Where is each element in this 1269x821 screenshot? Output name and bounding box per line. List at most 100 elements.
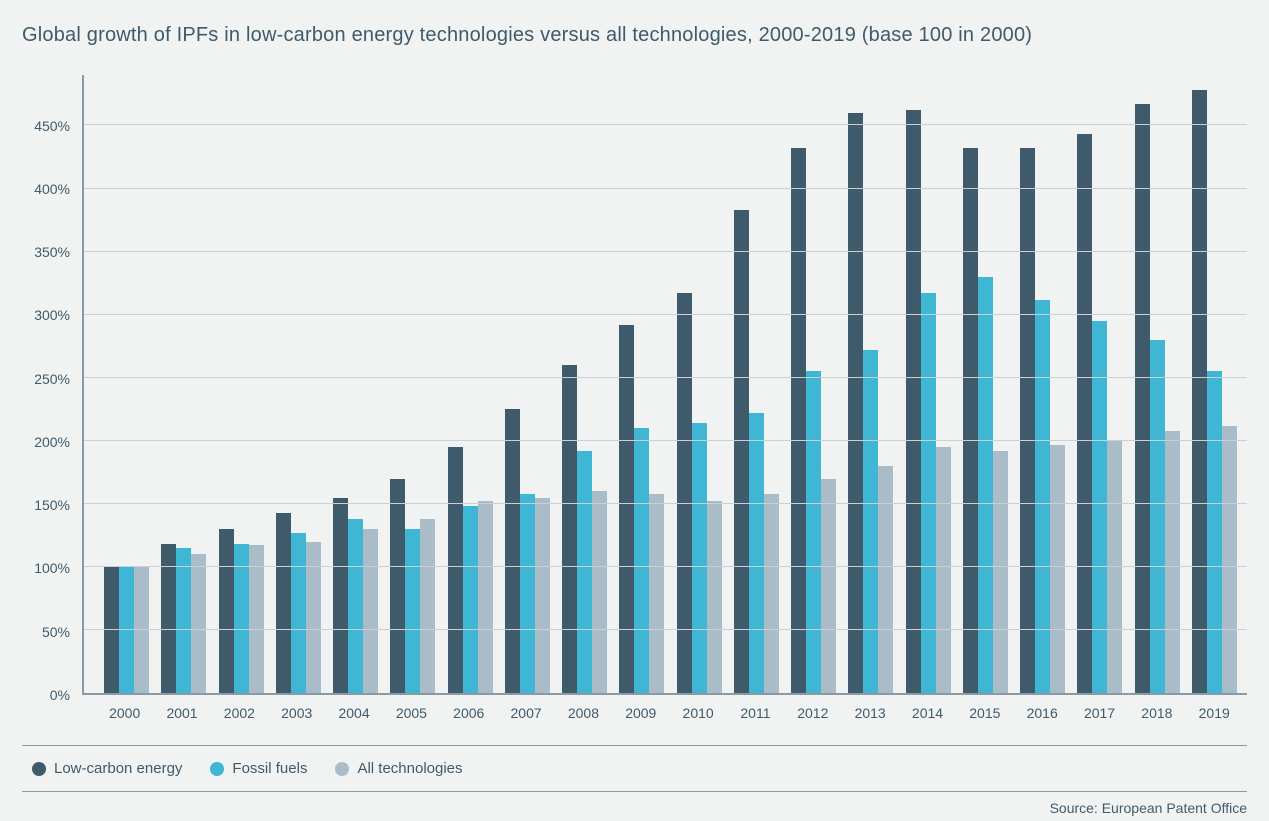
bar: [993, 451, 1008, 693]
y-tick-label: 400%: [34, 181, 70, 197]
bar: [921, 293, 936, 693]
chart-area: 0%50%100%150%200%250%300%350%400%450%: [22, 75, 1247, 695]
x-tick-label: 2005: [383, 705, 440, 721]
bar: [333, 498, 348, 693]
bar: [619, 325, 634, 693]
x-tick-label: 2003: [268, 705, 325, 721]
bar: [562, 365, 577, 693]
x-tick-label: 2014: [899, 705, 956, 721]
x-tick-label: 2010: [669, 705, 726, 721]
x-tick-label: 2019: [1186, 705, 1243, 721]
x-tick-label: 2001: [153, 705, 210, 721]
bar: [677, 293, 692, 693]
bar: [592, 491, 607, 693]
bar: [1207, 371, 1222, 693]
legend-swatch: [32, 762, 46, 776]
legend-label: Low-carbon energy: [54, 760, 182, 777]
year-group: [499, 75, 556, 693]
legend-swatch: [210, 762, 224, 776]
year-group: [442, 75, 499, 693]
bar: [1050, 445, 1065, 693]
bar: [791, 148, 806, 693]
year-group: [1129, 75, 1186, 693]
bar: [463, 506, 478, 693]
y-tick-label: 100%: [34, 560, 70, 576]
bar: [878, 466, 893, 693]
bar: [405, 529, 420, 693]
bar: [276, 513, 291, 693]
bar: [348, 519, 363, 693]
bar: [1165, 431, 1180, 693]
gridline: [84, 188, 1247, 189]
gridline: [84, 440, 1247, 441]
bar: [863, 350, 878, 693]
bar: [249, 545, 264, 693]
x-tick-label: 2012: [784, 705, 841, 721]
divider-bottom: [22, 791, 1247, 792]
year-group: [671, 75, 728, 693]
year-group: [556, 75, 613, 693]
bar: [649, 494, 664, 693]
x-tick-label: 2013: [841, 705, 898, 721]
gridline: [84, 251, 1247, 252]
year-group: [842, 75, 899, 693]
year-group: [728, 75, 785, 693]
legend: Low-carbon energy Fossil fuels All technol…: [22, 760, 1247, 777]
year-group: [957, 75, 1014, 693]
x-tick-label: 2009: [612, 705, 669, 721]
x-tick-label: 2007: [497, 705, 554, 721]
legend-label: All technologies: [357, 760, 462, 777]
legend-item: Low-carbon energy: [32, 760, 182, 777]
x-tick-label: 2015: [956, 705, 1013, 721]
legend-label: Fossil fuels: [232, 760, 307, 777]
year-group: [900, 75, 957, 693]
y-tick-label: 50%: [42, 624, 70, 640]
gridline: [84, 314, 1247, 315]
bar: [505, 409, 520, 693]
bar: [978, 277, 993, 693]
bar: [734, 210, 749, 693]
source-text: Source: European Patent Office: [22, 800, 1247, 816]
bar: [448, 447, 463, 693]
bar: [707, 501, 722, 693]
year-group: [270, 75, 327, 693]
x-tick-label: 2011: [727, 705, 784, 721]
y-tick-label: 150%: [34, 497, 70, 513]
bar: [420, 519, 435, 693]
plot-area: [82, 75, 1247, 695]
x-tick-label: 2008: [555, 705, 612, 721]
bar: [577, 451, 592, 693]
year-group: [613, 75, 670, 693]
bar: [191, 554, 206, 693]
bar: [936, 447, 951, 693]
gridline: [84, 124, 1247, 125]
bar: [1077, 134, 1092, 693]
x-tick-label: 2016: [1014, 705, 1071, 721]
year-group: [1071, 75, 1128, 693]
gridline: [84, 566, 1247, 567]
bar: [291, 533, 306, 693]
x-tick-label: 2018: [1128, 705, 1185, 721]
year-group: [384, 75, 441, 693]
bar: [963, 148, 978, 693]
divider-top: [22, 745, 1247, 746]
bar: [806, 371, 821, 693]
bar: [1020, 148, 1035, 693]
bar: [1222, 426, 1237, 693]
y-tick-label: 250%: [34, 371, 70, 387]
bar: [821, 479, 836, 693]
x-tick-label: 2006: [440, 705, 497, 721]
y-tick-label: 350%: [34, 244, 70, 260]
x-tick-label: 2017: [1071, 705, 1128, 721]
bar: [219, 529, 234, 693]
x-tick-label: 2000: [96, 705, 153, 721]
bar: [535, 498, 550, 693]
bar: [520, 494, 535, 693]
bar: [363, 529, 378, 693]
year-group: [98, 75, 155, 693]
bar: [306, 542, 321, 693]
bar: [390, 479, 405, 693]
y-axis: 0%50%100%150%200%250%300%350%400%450%: [22, 75, 82, 695]
gridline: [84, 377, 1247, 378]
legend-swatch: [335, 762, 349, 776]
